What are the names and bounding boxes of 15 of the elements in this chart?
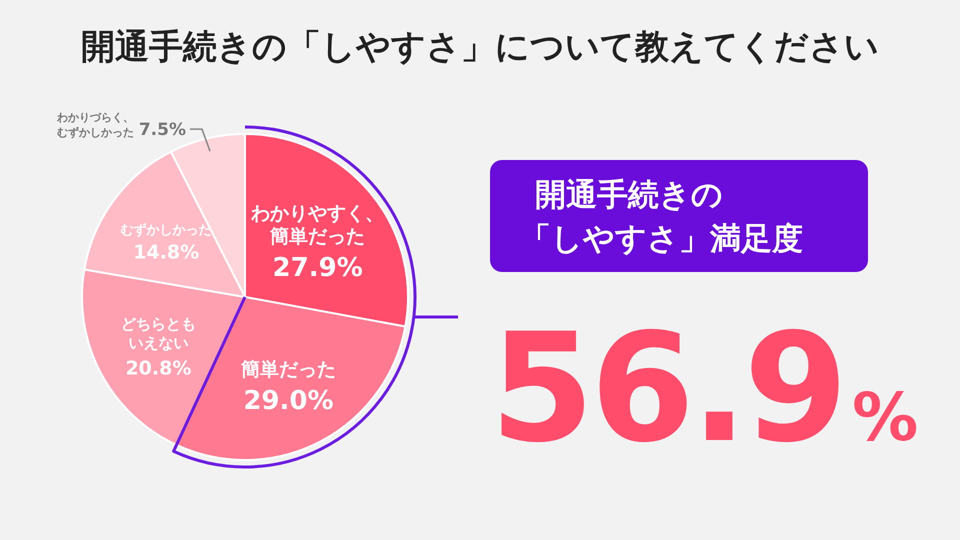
data-label: 14.8% bbox=[133, 242, 200, 264]
category-label: わかりづらく、 bbox=[56, 111, 134, 124]
text: 「しやすさ」満足度 bbox=[520, 221, 803, 257]
slice-label: どちらともいえない bbox=[120, 314, 196, 352]
text: 開通手続きの bbox=[535, 177, 723, 213]
data-label: 29.0% bbox=[243, 386, 334, 416]
slice-label: わかりやすく、簡単だった bbox=[250, 202, 384, 248]
slice-label: 簡単だった bbox=[240, 358, 336, 380]
text: 56.9% bbox=[490, 302, 918, 476]
data-label: 27.9% bbox=[272, 252, 363, 283]
title: 開通手続きの「しやすさ」について教えてください bbox=[81, 27, 879, 67]
slice-label: むずかしかった bbox=[56, 126, 134, 140]
data-label: 7.5% bbox=[138, 120, 186, 140]
data-label: 20.8% bbox=[125, 358, 192, 380]
slice-label: むずかしかった bbox=[120, 222, 212, 238]
